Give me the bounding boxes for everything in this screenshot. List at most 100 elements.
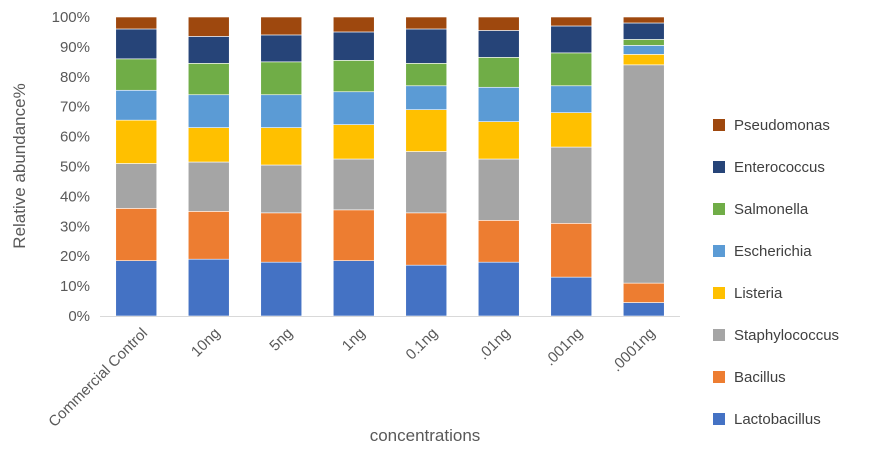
legend-swatch-enterococcus <box>713 161 725 173</box>
bar-segment-bacillus <box>332 209 375 261</box>
bar-segment-escherichia <box>622 45 665 55</box>
bar-segment-escherichia <box>405 85 448 110</box>
legend-label-salmonella: Salmonella <box>734 201 809 218</box>
x-tick-label: 10ng <box>188 325 224 361</box>
bar-segment-staphylococcus <box>187 161 230 212</box>
bar-segment-enterococcus <box>405 28 448 64</box>
bar-segment-enterococcus <box>622 22 665 40</box>
legend-swatch-listeria <box>713 287 725 299</box>
y-tick-label: 50% <box>60 159 90 176</box>
bar-segment-staphylococcus <box>550 146 593 224</box>
legend-label-lactobacillus: Lactobacillus <box>734 411 821 428</box>
y-tick-label: 80% <box>60 69 90 86</box>
legend-label-staphylococcus: Staphylococcus <box>734 327 839 344</box>
bar-segment-listeria <box>187 127 230 163</box>
y-tick-label: 90% <box>60 39 90 56</box>
bar-segment-enterococcus <box>187 36 230 64</box>
x-axis-title: concentrations <box>370 426 481 445</box>
bar-segment-listeria <box>115 119 158 164</box>
bar-segment-bacillus <box>405 212 448 266</box>
bar-segment-pseudomonas <box>187 16 230 37</box>
bar-segment-lactobacillus <box>550 276 593 317</box>
plot-area <box>100 16 680 317</box>
bar-segment-bacillus <box>550 223 593 278</box>
x-tick-label: Commercial Control <box>45 325 151 431</box>
bar-segment-listeria <box>477 121 520 160</box>
y-tick-label: 40% <box>60 188 90 205</box>
bar-segment-pseudomonas <box>405 16 448 30</box>
bar-segment-enterococcus <box>260 34 303 63</box>
bar-segment-escherichia <box>115 89 158 121</box>
legend-swatch-pseudomonas <box>713 119 725 131</box>
bar-segment-lactobacillus <box>115 260 158 317</box>
bar-segment-pseudomonas <box>622 16 665 24</box>
bar-segment-bacillus <box>477 220 520 263</box>
x-tick-label: .01ng <box>475 325 514 364</box>
bar-segment-listeria <box>550 112 593 148</box>
bar-segment-lactobacillus <box>332 260 375 317</box>
x-tick-label: 1ng <box>339 325 369 355</box>
bar-segment-salmonella <box>260 61 303 96</box>
bar-segment-salmonella <box>550 52 593 87</box>
legend-label-escherichia: Escherichia <box>734 243 812 260</box>
bar-segment-lactobacillus <box>622 302 665 317</box>
y-tick-label: 70% <box>60 99 90 116</box>
y-tick-label: 30% <box>60 218 90 235</box>
bar-segment-pseudomonas <box>332 16 375 33</box>
y-tick-label: 100% <box>52 9 90 26</box>
bar-segment-bacillus <box>260 212 303 263</box>
bar-segment-staphylococcus <box>115 163 158 209</box>
bar-segment-salmonella <box>187 63 230 96</box>
legend-label-enterococcus: Enterococcus <box>734 159 825 176</box>
x-tick-label: 0.1ng <box>403 325 442 364</box>
y-tick-label: 20% <box>60 248 90 265</box>
bar-segment-bacillus <box>187 211 230 260</box>
bar-segment-pseudomonas <box>260 16 303 36</box>
bar-segment-listeria <box>260 127 303 166</box>
legend-label-bacillus: Bacillus <box>734 369 786 386</box>
legend: Pseudomonas Enterococcus Salmonella Escheri… <box>713 117 839 428</box>
bar-segment-pseudomonas <box>477 16 520 31</box>
bar-segment-salmonella <box>622 39 665 46</box>
legend-swatch-staphylococcus <box>713 329 725 341</box>
bar-segment-enterococcus <box>550 25 593 54</box>
legend-swatch-lactobacillus <box>713 413 725 425</box>
x-tick-label: 5ng <box>266 325 296 355</box>
legend-label-listeria: Listeria <box>734 285 783 302</box>
legend-label-pseudomonas: Pseudomonas <box>734 117 830 134</box>
bar-segment-bacillus <box>622 282 665 303</box>
x-tick-label: .0001ng <box>608 325 658 375</box>
bar-segment-enterococcus <box>477 30 520 58</box>
bar-segment-listeria <box>622 54 665 66</box>
legend-swatch-salmonella <box>713 203 725 215</box>
bar-segment-salmonella <box>477 57 520 88</box>
bar-segment-staphylococcus <box>477 158 520 221</box>
bar-segment-lactobacillus <box>260 261 303 317</box>
bar-segment-salmonella <box>115 58 158 91</box>
y-axis-title: Relative abundance% <box>10 83 29 248</box>
bar-segment-staphylococcus <box>332 158 375 211</box>
bar-segment-staphylococcus <box>405 151 448 214</box>
bar-segment-pseudomonas <box>115 16 158 30</box>
bar-segment-staphylococcus <box>622 64 665 284</box>
bar-segment-lactobacillus <box>477 261 520 317</box>
bar-segment-staphylococcus <box>260 164 303 214</box>
bar-segment-listeria <box>405 109 448 152</box>
bar-segment-enterococcus <box>115 28 158 60</box>
bar-segment-escherichia <box>477 86 520 122</box>
y-tick-label: 60% <box>60 129 90 146</box>
x-tick-label: .001ng <box>542 325 586 369</box>
legend-swatch-bacillus <box>713 371 725 383</box>
bar-segment-escherichia <box>260 94 303 128</box>
bar-segment-salmonella <box>405 63 448 87</box>
y-tick-label: 10% <box>60 278 90 295</box>
bar-segment-listeria <box>332 124 375 160</box>
bar-segment-enterococcus <box>332 31 375 61</box>
legend-swatch-escherichia <box>713 245 725 257</box>
bar-segment-bacillus <box>115 208 158 261</box>
bar-segment-pseudomonas <box>550 16 593 27</box>
bar-segment-escherichia <box>332 91 375 125</box>
x-axis: Commercial Control 10ng 5ng 1ng 0.1ng .01ng .0… <box>45 325 658 431</box>
